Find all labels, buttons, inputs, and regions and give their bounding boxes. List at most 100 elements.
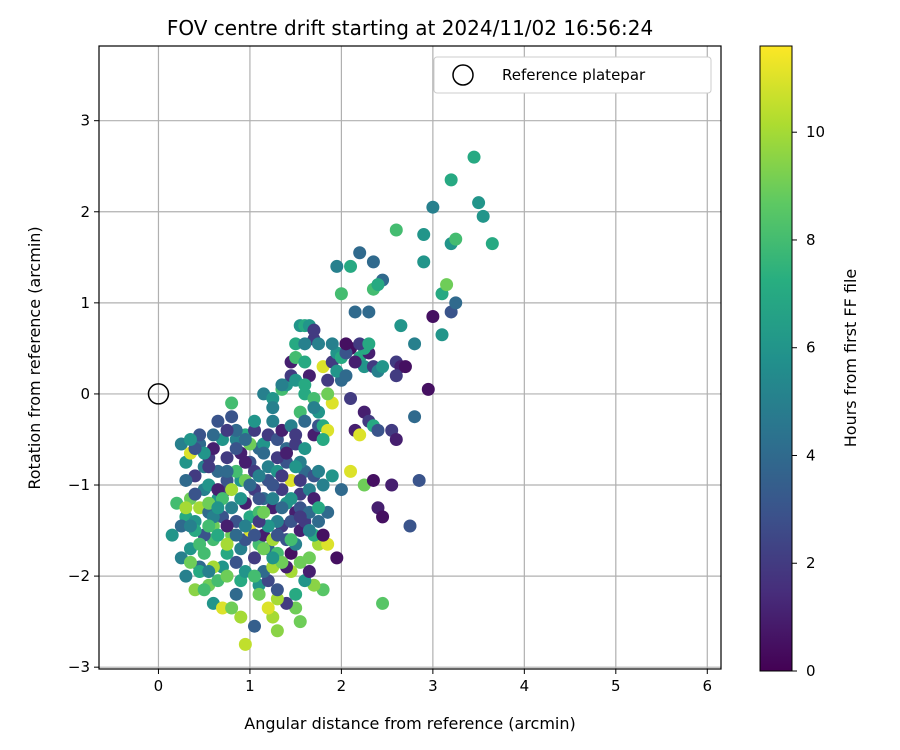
scatter-point [476, 209, 490, 223]
chart-title: FOV centre drift starting at 2024/11/02 … [167, 16, 653, 40]
scatter-point [389, 223, 403, 237]
scatter-point [229, 423, 243, 437]
scatter-point [325, 337, 339, 351]
scatter-point [266, 492, 280, 506]
scatter-point [339, 337, 353, 351]
scatter-point [408, 410, 422, 424]
scatter-point [389, 432, 403, 446]
scatter-point [421, 382, 435, 396]
scatter-point [321, 373, 335, 387]
scatter-point [284, 492, 298, 506]
scatter-point [376, 360, 390, 374]
scatter-point [376, 596, 390, 610]
scatter-point [348, 305, 362, 319]
scatter-point [183, 432, 197, 446]
legend-marker-icon [452, 64, 474, 86]
scatter-point [307, 391, 321, 405]
plot-frame [98, 45, 722, 670]
scatter-point [248, 619, 261, 633]
colorbar-tick-label: 0 [806, 662, 816, 680]
scatter-point [248, 414, 261, 428]
scatter-point [321, 387, 335, 401]
scatter-point [248, 569, 261, 583]
y-tick-label: 1 [80, 294, 90, 312]
scatter-point [202, 519, 216, 533]
scatter-point [426, 200, 440, 214]
scatter-point [270, 583, 284, 597]
scatter-point [225, 410, 239, 424]
scatter-point [197, 583, 211, 597]
scatter-point [248, 528, 261, 542]
scatter-point [353, 428, 367, 442]
scatter-point [444, 173, 458, 187]
scatter-point [243, 478, 257, 492]
scatter-point [408, 337, 422, 351]
scatter-point [339, 346, 353, 360]
scatter-point [174, 519, 188, 533]
scatter-point [202, 565, 216, 579]
scatter-point [334, 287, 348, 301]
scatter-point [183, 555, 197, 569]
scatter-point [417, 228, 431, 242]
scatter-point [316, 528, 330, 542]
x-axis-label: Angular distance from reference (arcmin) [244, 714, 575, 733]
x-tick-label: 5 [611, 677, 621, 695]
x-tick-label: 3 [428, 677, 438, 695]
scatter-point [403, 519, 417, 533]
scatter-point [229, 464, 243, 478]
scatter-point [362, 305, 376, 319]
scatter-point [298, 442, 312, 456]
y-tick-label: 2 [80, 203, 90, 221]
scatter-point [225, 601, 239, 615]
scatter-point [206, 428, 220, 442]
scatter-point [289, 587, 303, 601]
scatter-point [229, 528, 243, 542]
scatter-point [188, 583, 202, 597]
scatter-point [183, 519, 197, 533]
scatter-point [225, 396, 239, 410]
x-tick-label: 2 [337, 677, 347, 695]
scatter-point [275, 378, 289, 392]
scatter-points [165, 150, 499, 651]
scatter-point [188, 487, 202, 501]
scatter-point [325, 469, 339, 483]
scatter-point [348, 355, 362, 369]
scatter-point [234, 492, 248, 506]
scatter-point [353, 246, 367, 260]
scatter-point [266, 551, 280, 565]
scatter-point [339, 369, 353, 383]
scatter-point [220, 546, 234, 560]
scatter-point [220, 464, 234, 478]
scatter-point [307, 401, 321, 415]
scatter-point [312, 464, 326, 478]
scatter-point [302, 524, 316, 538]
scatter-point [215, 601, 229, 615]
scatter-point [344, 391, 358, 405]
x-tick-label: 4 [520, 677, 530, 695]
scatter-point [270, 624, 284, 638]
scatter-point [449, 296, 463, 310]
y-axis: −3 −2 −1 0 1 2 3 [68, 112, 99, 676]
colorbar-label: Hours from first FF file [841, 269, 860, 448]
scatter-point [293, 510, 307, 524]
x-tick-label: 6 [703, 677, 713, 695]
scatter-point [366, 255, 380, 269]
scatter-point [330, 551, 344, 565]
scatter-point [266, 414, 280, 428]
scatter-point [312, 337, 326, 351]
scatter-point [179, 569, 193, 583]
scatter-point [252, 587, 266, 601]
x-tick-label: 0 [154, 677, 164, 695]
scatter-point [344, 464, 358, 478]
colorbar-ticks: 0 2 4 6 8 10 [792, 123, 825, 680]
scatter-point [417, 255, 431, 269]
x-axis: 0 1 2 3 4 5 6 [154, 669, 712, 695]
scatter-point [293, 615, 307, 629]
scatter-point [426, 310, 440, 324]
scatter-point [366, 473, 380, 487]
scatter-point [229, 587, 243, 601]
scatter-point [289, 337, 303, 351]
scatter-point [257, 542, 271, 556]
legend-box [433, 56, 712, 94]
